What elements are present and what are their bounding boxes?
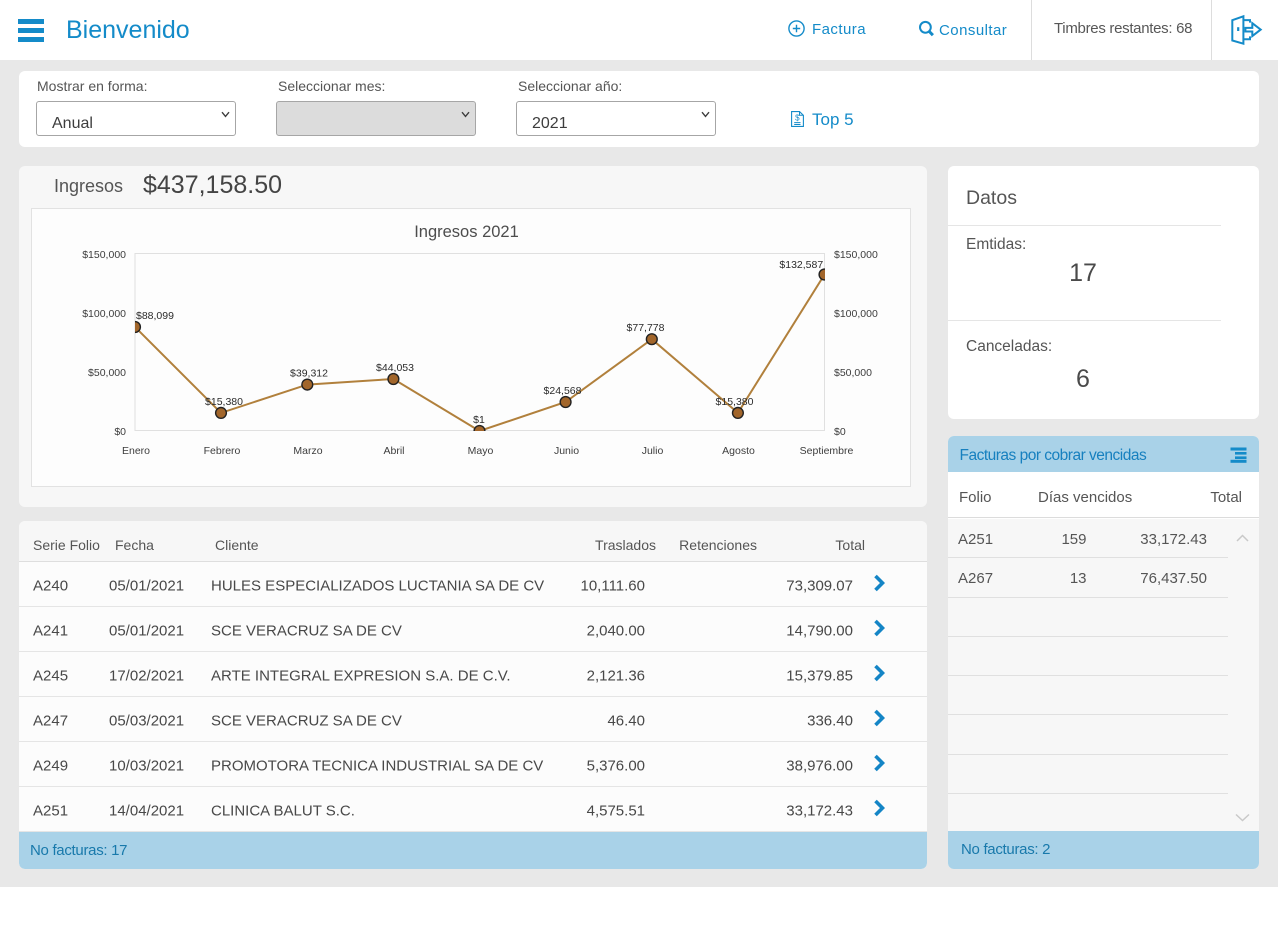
svg-text:$150,000: $150,000 bbox=[834, 249, 878, 261]
svg-text:$50,000: $50,000 bbox=[834, 367, 872, 379]
svg-text:$100,000: $100,000 bbox=[82, 308, 126, 320]
svg-text:$: $ bbox=[795, 114, 800, 123]
svg-text:Septiembre: Septiembre bbox=[800, 445, 854, 457]
svg-text:Junio: Junio bbox=[554, 445, 579, 457]
svg-text:$24,568: $24,568 bbox=[544, 385, 582, 397]
svg-text:$1: $1 bbox=[473, 414, 485, 426]
svg-text:$132,587: $132,587 bbox=[779, 259, 823, 271]
svg-text:$0: $0 bbox=[834, 426, 846, 438]
svg-text:Abril: Abril bbox=[383, 445, 404, 457]
svg-text:$88,099: $88,099 bbox=[136, 310, 174, 322]
svg-text:$44,053: $44,053 bbox=[376, 362, 414, 374]
svg-text:Febrero: Febrero bbox=[204, 445, 241, 457]
svg-text:$39,312: $39,312 bbox=[290, 367, 328, 379]
svg-text:$0: $0 bbox=[114, 426, 126, 438]
svg-text:$150,000: $150,000 bbox=[82, 249, 126, 261]
svg-text:$77,778: $77,778 bbox=[627, 322, 665, 334]
svg-text:Mayo: Mayo bbox=[468, 445, 494, 457]
svg-text:Marzo: Marzo bbox=[293, 445, 322, 457]
svg-text:$15,380: $15,380 bbox=[716, 396, 754, 408]
svg-text:$100,000: $100,000 bbox=[834, 308, 878, 320]
svg-text:Julio: Julio bbox=[642, 445, 664, 457]
svg-text:$15,380: $15,380 bbox=[205, 396, 243, 408]
svg-text:$50,000: $50,000 bbox=[88, 367, 126, 379]
svg-text:Enero: Enero bbox=[122, 445, 150, 457]
svg-text:Agosto: Agosto bbox=[722, 445, 755, 457]
svg-text:Ingresos 2021: Ingresos 2021 bbox=[414, 223, 519, 241]
